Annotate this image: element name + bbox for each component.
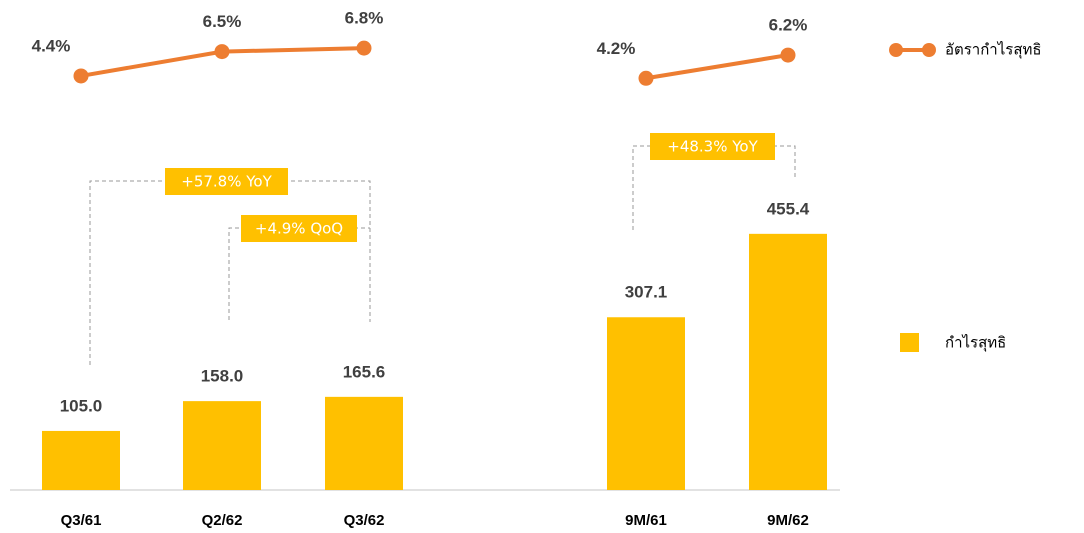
annotation: +57.8% YoY (181, 173, 272, 191)
data-label: 6.5% (203, 12, 242, 31)
data-label: 6.8% (345, 9, 384, 28)
bar (325, 396, 403, 490)
x-tick-label: Q3/61 (61, 512, 102, 529)
legend-marker (922, 43, 936, 57)
line (645, 53, 789, 81)
x-tick-label: Q3/62 (344, 512, 385, 529)
line-point (356, 40, 372, 56)
bar (183, 401, 261, 490)
data-label: 105.0 (60, 396, 103, 415)
annotation-box (241, 215, 357, 242)
line-point (214, 44, 230, 60)
bracket (89, 180, 371, 365)
legend-swatch (900, 333, 919, 352)
bar (42, 430, 120, 490)
data-label: 4.2% (597, 39, 636, 58)
data-label: 158.0 (201, 367, 244, 386)
data-label: 4.4% (32, 36, 71, 55)
bar (607, 317, 685, 490)
x-tick-label: 9M/62 (767, 512, 809, 529)
line-point (638, 70, 654, 86)
annotation: +48.3% YoY (667, 138, 758, 156)
line-point (73, 68, 89, 84)
legend-label: กำไรสุทธิ (945, 334, 1006, 353)
data-label: 165.6 (343, 362, 386, 381)
x-tick-label: Q2/62 (202, 512, 243, 529)
data-label: 307.1 (625, 283, 668, 302)
annotation-box (650, 133, 775, 160)
line-point (780, 47, 796, 63)
data-label: 455.4 (767, 199, 810, 218)
annotation: +4.9% QoQ (255, 220, 343, 238)
x-tick-label: 9M/61 (625, 512, 667, 529)
bar (749, 233, 827, 490)
legend-marker (889, 43, 903, 57)
annotation-box (165, 168, 288, 195)
data-label: 6.2% (769, 16, 808, 35)
legend-label: อัตรากำไรสุทธิ (945, 41, 1042, 60)
